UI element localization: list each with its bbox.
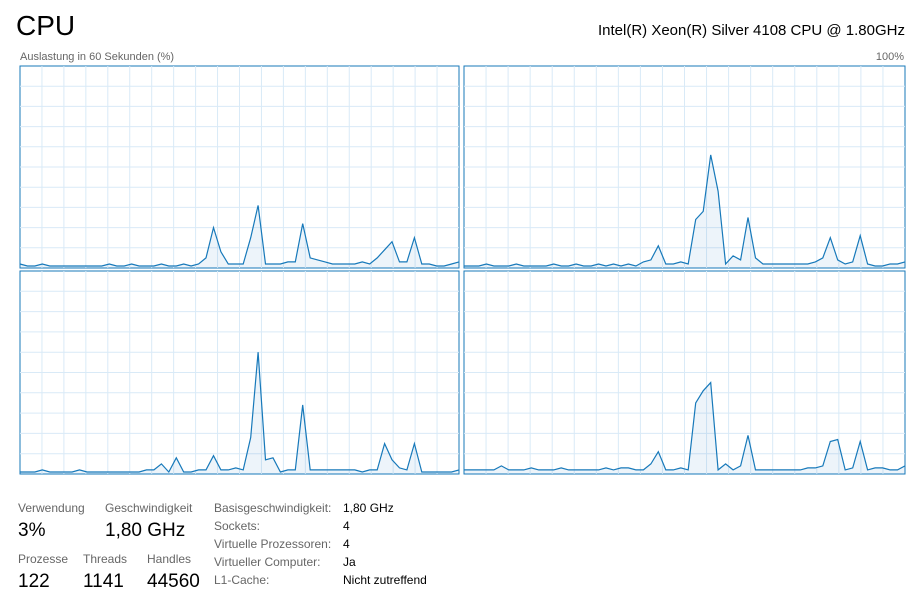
usage-line [20, 352, 460, 474]
stat-value: 44560 [147, 571, 200, 592]
stat-label: Threads [83, 552, 128, 566]
usage-line [19, 205, 460, 267]
usage-line [464, 154, 906, 267]
stat-value: 3% [18, 520, 46, 541]
detail-label: L1-Cache: [214, 573, 270, 587]
graph-label: Auslastung in 60 Sekunden (%) [20, 51, 175, 63]
detail-value: Nicht zutreffend [343, 573, 427, 587]
stat-label: Prozesse [18, 552, 69, 566]
stat-label: Handles [147, 552, 192, 566]
stat-label: Geschwindigkeit [105, 501, 193, 515]
stat-value: 122 [18, 571, 50, 592]
usage-area [464, 154, 905, 268]
usage-area [464, 382, 905, 474]
detail-value: 4 [343, 537, 350, 551]
processor-name: Intel(R) Xeon(R) Silver 4108 CPU @ 1.80G… [597, 22, 905, 39]
usage-area [20, 352, 459, 474]
detail-value: 4 [343, 519, 350, 533]
detail-label: Sockets: [214, 519, 261, 533]
detail-label: Virtueller Computer: [214, 555, 321, 569]
graph-max: 100% [875, 51, 904, 63]
detail-label: Basisgeschwindigkeit: [214, 501, 332, 515]
stat-label: Verwendung [18, 501, 85, 515]
stat-value: 1,80 GHz [105, 520, 186, 541]
detail-value: 1,80 GHz [343, 501, 394, 515]
detail-label: Virtuelle Prozessoren: [214, 537, 332, 551]
stat-value: 1141 [83, 571, 124, 592]
usage-area [20, 205, 459, 268]
page-title: CPU [16, 10, 76, 41]
usage-line [464, 381, 906, 472]
detail-value: Ja [343, 555, 356, 569]
